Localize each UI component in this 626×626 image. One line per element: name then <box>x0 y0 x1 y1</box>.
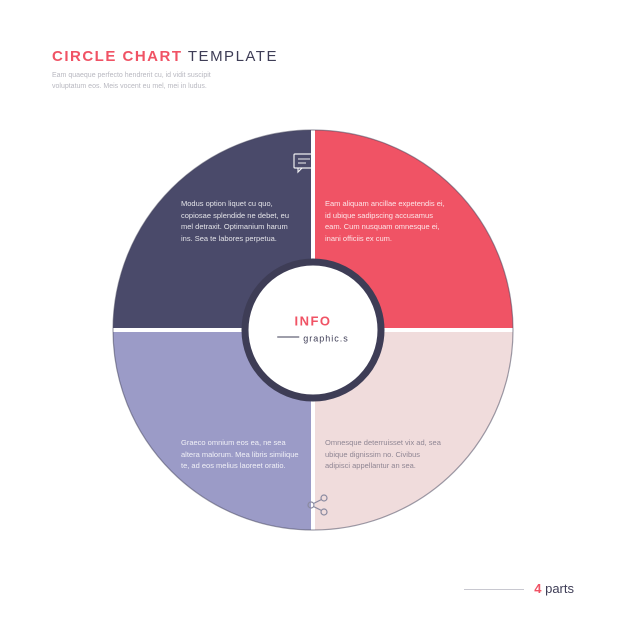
footer: 4 parts <box>464 581 574 596</box>
center-sub: graphic.s <box>303 334 349 344</box>
title-rest: TEMPLATE <box>183 48 278 65</box>
title-accent: CIRCLE CHART <box>52 48 183 65</box>
share-icon <box>305 492 331 518</box>
person-icon <box>457 456 483 482</box>
circle-chart: INFO graphic.s Modus option liquet cu qu… <box>103 120 523 540</box>
segment-text-tr: Eam aliquam ancillae expetendis ei, id u… <box>325 198 445 245</box>
center-label: INFO graphic.s <box>277 314 349 347</box>
subtitle: Eam quaeque perfecto hendrerit cu, id vi… <box>52 71 222 92</box>
page-title: CIRCLE CHART TEMPLATE <box>52 48 278 65</box>
footer-label: parts <box>541 581 574 596</box>
chat-icon <box>291 150 317 176</box>
segment-text-tl: Modus option liquet cu quo, copiosae spl… <box>181 198 301 245</box>
segment-text-bl: Graeco omnium eos ea, ne sea altera malo… <box>181 437 301 472</box>
segment-text-br: Omnesque deterruisset vix ad, sea ubique… <box>325 437 445 472</box>
header: CIRCLE CHART TEMPLATE Eam quaeque perfec… <box>52 48 278 92</box>
pie-icon <box>138 180 164 206</box>
center-info: INFO <box>277 314 349 329</box>
center-sub-wrap: graphic.s <box>277 329 349 346</box>
